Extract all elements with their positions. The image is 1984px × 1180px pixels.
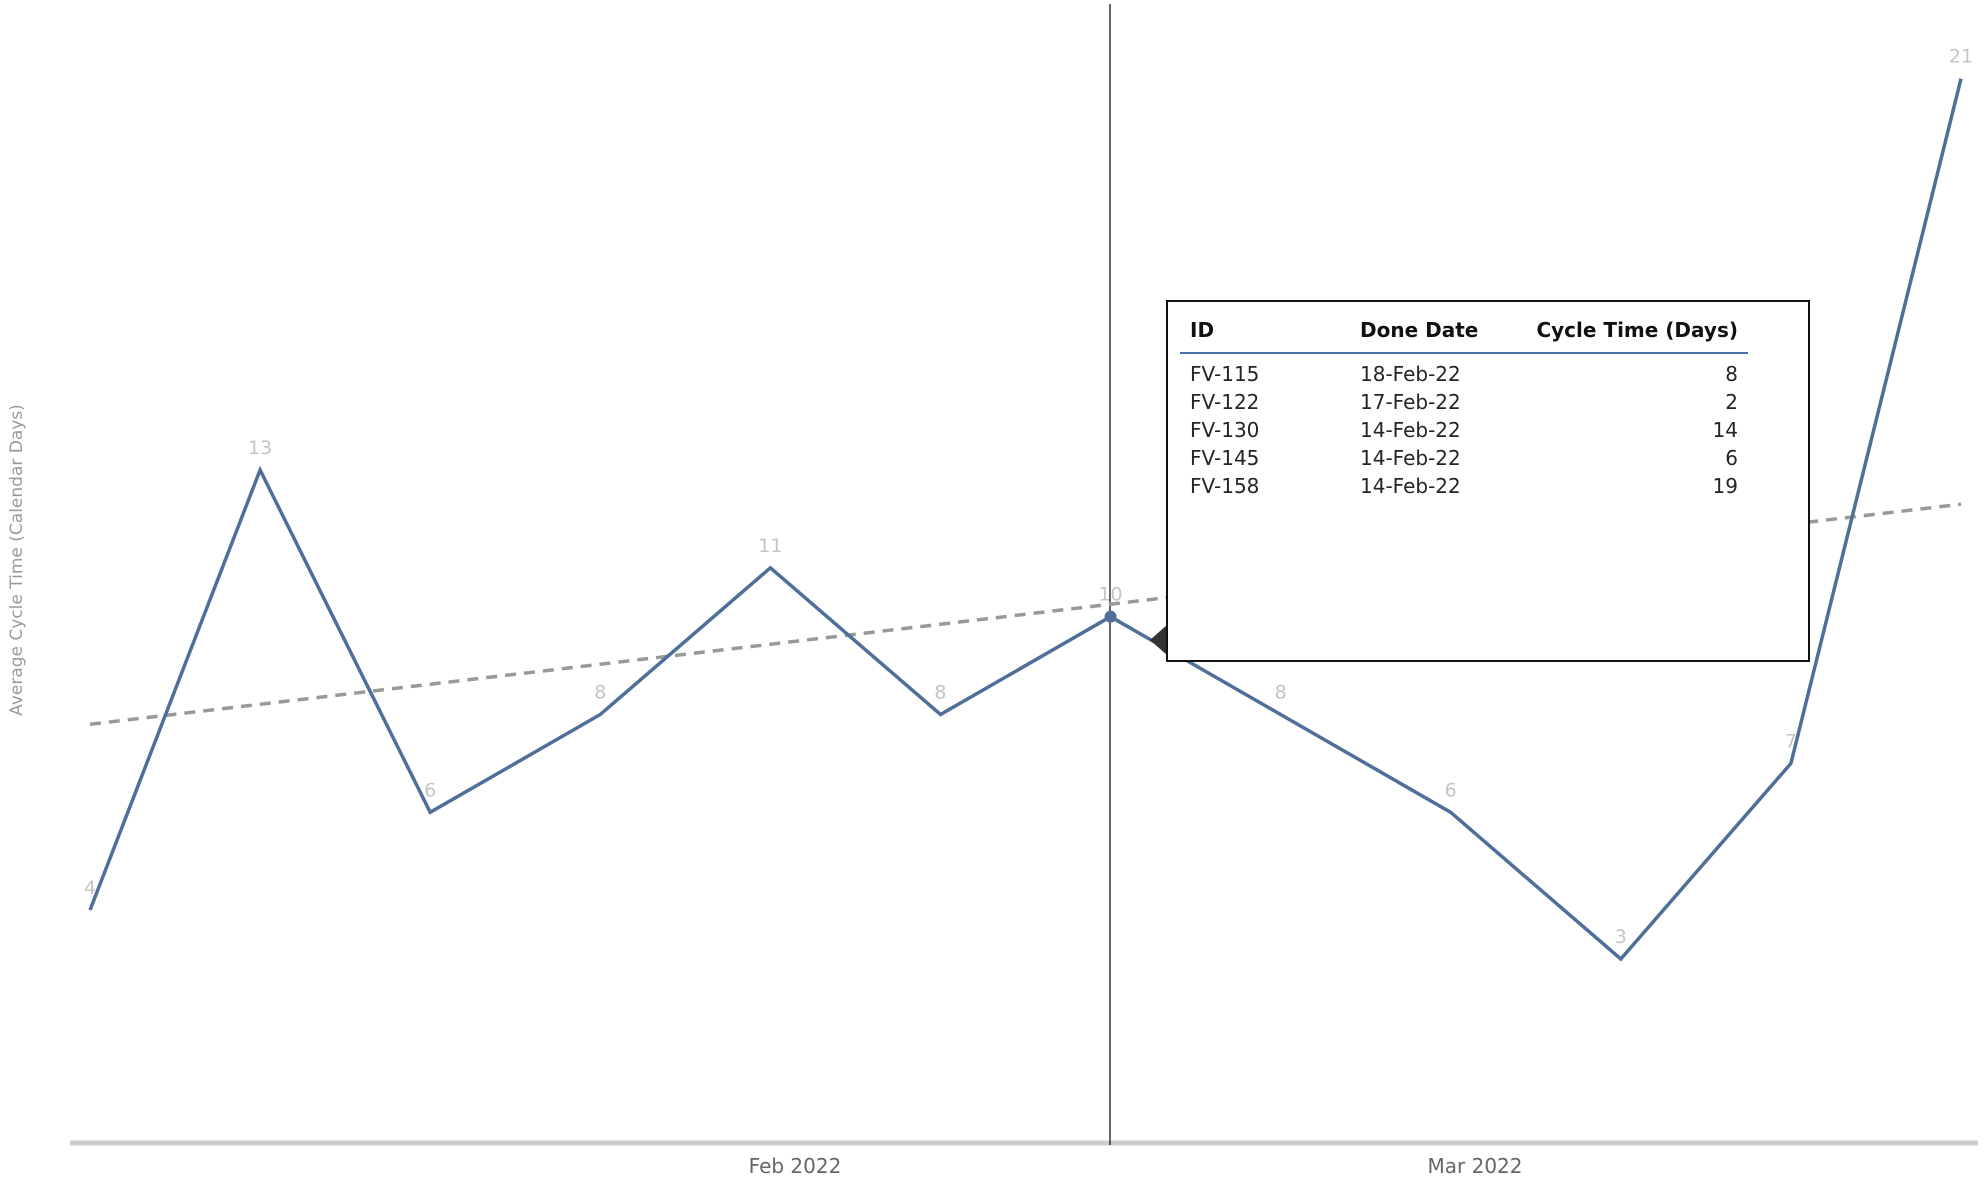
data-label: 8	[1275, 681, 1287, 703]
tooltip-cell-done-date: 14-Feb-22	[1360, 418, 1461, 442]
trend-line	[89, 502, 1962, 727]
tooltip-cell-cycle-time: 6	[1725, 446, 1738, 470]
tooltip-cell-id: FV-130	[1190, 418, 1260, 442]
data-label: 21	[1949, 46, 1973, 68]
tooltip-table: ID Done Date Cycle Time (Days) FV-115 18…	[1180, 312, 1748, 500]
tooltip-pointer	[1150, 624, 1168, 656]
tooltip-cell-id: FV-122	[1190, 390, 1260, 414]
tooltip-cell-cycle-time: 2	[1725, 390, 1738, 414]
tooltip-cell-done-date: 17-Feb-22	[1360, 390, 1461, 414]
tooltip-cell-id: FV-145	[1190, 446, 1260, 470]
tooltip-header-row: ID Done Date Cycle Time (Days)	[1180, 312, 1748, 354]
series-line	[88, 78, 1963, 962]
x-tick-label: Mar 2022	[1428, 1154, 1523, 1178]
tooltip-cell-done-date: 18-Feb-22	[1360, 362, 1461, 386]
y-axis-label: Average Cycle Time (Calendar Days)	[7, 404, 27, 716]
tooltip-row: FV-130 14-Feb-22 14	[1180, 416, 1748, 444]
data-label: 13	[248, 437, 272, 459]
x-tick-label: Feb 2022	[749, 1154, 842, 1178]
tooltip-row: FV-115 18-Feb-22 8	[1180, 353, 1748, 388]
tooltip-cell-done-date: 14-Feb-22	[1360, 446, 1461, 470]
data-label: 6	[424, 779, 436, 801]
data-tooltip: ID Done Date Cycle Time (Days) FV-115 18…	[1166, 300, 1810, 662]
tooltip-header-id: ID	[1180, 312, 1350, 354]
data-label: 6	[1445, 779, 1457, 801]
tooltip-row: FV-122 17-Feb-22 2	[1180, 388, 1748, 416]
tooltip-row: FV-145 14-Feb-22 6	[1180, 444, 1748, 472]
tooltip-cell-cycle-time: 14	[1712, 418, 1738, 442]
data-label: 11	[758, 535, 782, 557]
data-label: 8	[934, 681, 946, 703]
data-label: 7	[1785, 730, 1797, 752]
tooltip-cell-cycle-time: 19	[1712, 474, 1738, 498]
data-label: 4	[84, 877, 96, 899]
tooltip-header-cycle-time: Cycle Time (Days)	[1502, 312, 1748, 354]
data-label: 8	[594, 681, 606, 703]
highlighted-point[interactable]	[1104, 610, 1117, 623]
tooltip-cell-done-date: 14-Feb-22	[1360, 474, 1461, 498]
data-label: 10	[1098, 584, 1122, 606]
tooltip-cell-cycle-time: 8	[1725, 362, 1738, 386]
data-label: 3	[1615, 926, 1627, 948]
tooltip-cell-id: FV-115	[1190, 362, 1260, 386]
tooltip-header-done-date: Done Date	[1350, 312, 1503, 354]
tooltip-row: FV-158 14-Feb-22 19	[1180, 472, 1748, 500]
tooltip-cell-id: FV-158	[1190, 474, 1260, 498]
